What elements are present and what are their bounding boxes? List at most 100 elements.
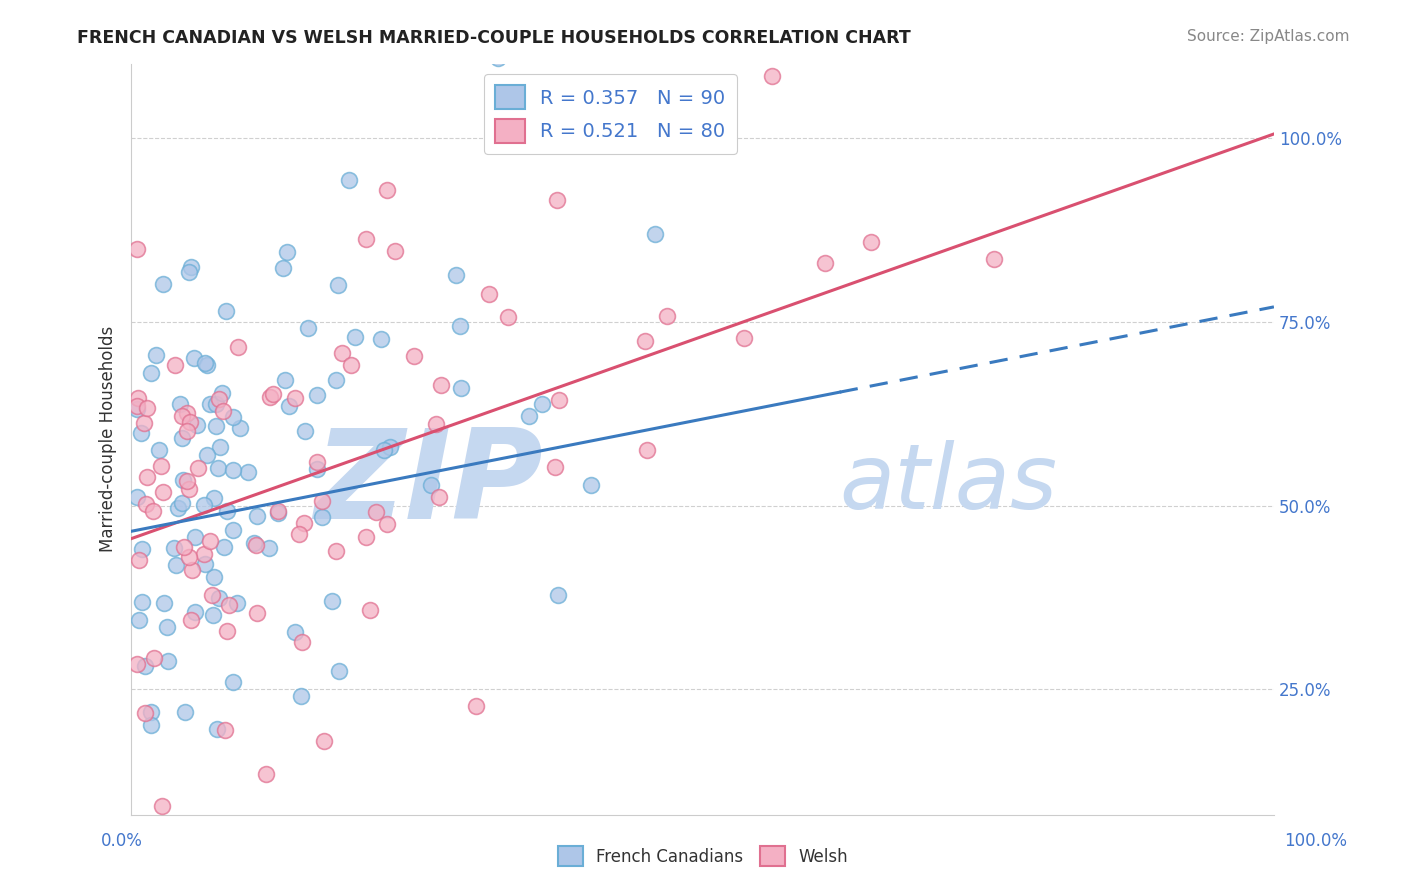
Point [444,268,467,283]
Point [294,424,316,438]
Point [163,541,186,556]
Point [186,417,208,432]
Point [174,705,197,719]
Point [156,620,179,634]
Point [221,675,243,690]
Y-axis label: Married-couple Households: Married-couple Households [100,326,117,552]
Point [169,397,191,411]
Point [267,506,290,520]
Point [271,260,294,275]
Point [163,358,186,372]
Point [429,377,451,392]
Point [212,540,235,554]
Point [623,128,645,143]
Point [150,458,173,473]
Text: 100.0%: 100.0% [1284,831,1347,849]
Point [284,391,307,405]
Point [266,504,288,518]
Point [200,397,222,411]
Point [215,304,238,318]
Point [205,418,228,433]
Point [236,465,259,479]
Point [733,331,755,345]
Point [655,309,678,323]
Point [201,588,224,602]
Point [134,706,156,720]
Point [354,530,377,544]
Point [245,538,267,552]
Point [184,530,207,544]
Point [544,459,567,474]
Point [307,454,329,468]
Point [211,404,233,418]
Point [177,265,200,279]
Point [205,722,228,736]
Point [326,278,349,293]
Point [170,432,193,446]
Point [297,321,319,335]
Point [202,491,225,505]
Point [179,415,201,429]
Point [209,440,232,454]
Point [194,557,217,571]
Text: ZIP: ZIP [314,424,543,545]
Point [291,635,314,649]
Point [276,245,298,260]
Point [197,448,219,462]
Point [983,252,1005,266]
Point [330,345,353,359]
Point [496,310,519,324]
Legend: R = 0.357   N = 90, R = 0.521   N = 80: R = 0.357 N = 90, R = 0.521 N = 80 [484,74,737,154]
Point [125,490,148,504]
Point [139,705,162,719]
Point [207,460,229,475]
Point [359,603,381,617]
Point [520,0,543,9]
Point [375,517,398,532]
Point [311,510,333,524]
Point [128,613,150,627]
Point [125,402,148,417]
Point [180,613,202,627]
Point [547,588,569,602]
Point [246,606,269,620]
Point [153,596,176,610]
Point [531,397,554,411]
Point [156,654,179,668]
Point [636,443,658,458]
Point [145,348,167,362]
Point [222,523,245,537]
Point [321,594,343,608]
Point [305,462,328,476]
Point [644,227,666,241]
Point [292,516,315,530]
Point [254,766,277,780]
Point [425,417,447,432]
Point [148,443,170,458]
Point [194,356,217,370]
Point [150,798,173,813]
Point [277,399,299,413]
Text: Source: ZipAtlas.com: Source: ZipAtlas.com [1187,29,1350,44]
Point [226,596,249,610]
Point [170,409,193,423]
Point [290,689,312,703]
Point [166,501,188,516]
Point [201,608,224,623]
Point [262,387,284,401]
Point [257,541,280,555]
Legend: French Canadians, Welsh: French Canadians, Welsh [551,839,855,873]
Point [373,443,395,458]
Point [305,388,328,402]
Point [129,426,152,441]
Point [141,366,163,380]
Point [208,591,231,606]
Point [384,244,406,259]
Point [177,550,200,565]
Point [139,717,162,731]
Point [378,440,401,454]
Point [183,351,205,366]
Point [486,51,509,65]
Point [165,558,187,573]
Point [179,482,201,496]
